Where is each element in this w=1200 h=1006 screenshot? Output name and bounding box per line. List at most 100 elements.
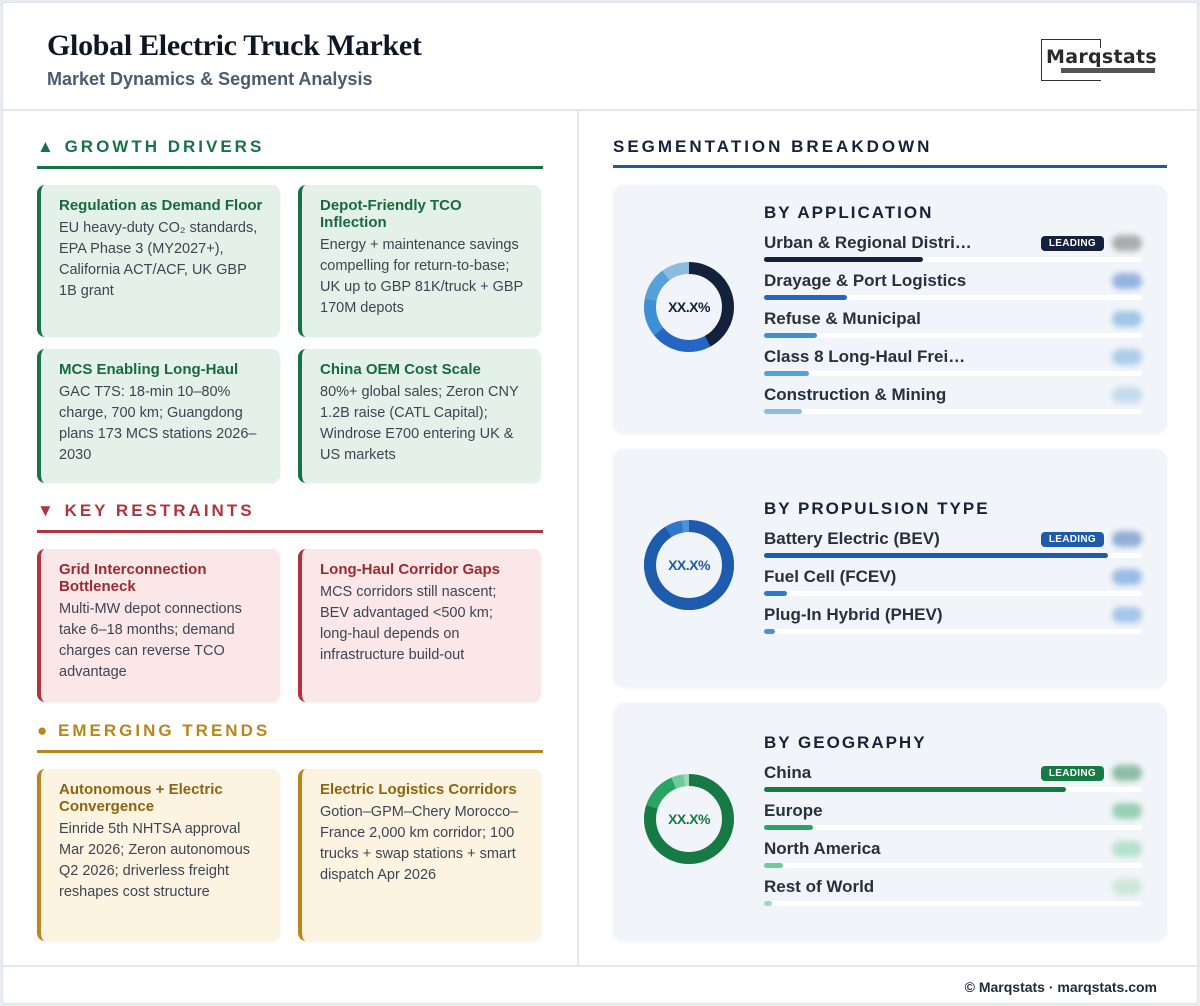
bar-track [764,409,1142,414]
card-body: Einride 5th NHTSA approval Mar 2026; Zer… [59,821,251,900]
segment-row: Europe [764,801,1142,839]
card-title: China OEM Cost Scale [320,361,481,378]
panel-title: BY PROPULSION TYPE [764,499,990,518]
segment-row: Class 8 Long-Haul Frei… [764,347,1142,385]
card-body: Energy + maintenance savings compelling … [320,237,523,316]
donut-center-value: XX.X% [668,557,710,573]
segment-row: Plug-In Hybrid (PHEV) [764,605,1142,643]
segment-label: Urban & Regional Distri… [764,233,972,252]
triangle-up-icon: ▲ [37,137,57,156]
driver-card: Depot-Friendly TCO Inflection Energy + m… [298,185,541,337]
panel-by-geography: XX.X% BY GEOGRAPHY China LEADING Europe … [613,703,1167,941]
leading-badge: LEADING [1040,532,1104,547]
bar-fill [764,371,810,376]
bar-track [764,863,1142,868]
emerging-trends-header: ● EMERGING TRENDS [37,695,543,753]
card-title: Long-Haul Corridor Gaps [320,561,500,578]
segment-row: Battery Electric (BEV) LEADING [764,529,1142,567]
circle-bullet-icon: ● [37,721,51,740]
restraint-card: Grid Interconnection Bottleneck Multi-MW… [37,549,280,702]
segment-label: North America [764,839,881,858]
section-rule [613,165,1167,168]
section-rule [37,750,543,753]
card-title: MCS Enabling Long-Haul [59,361,239,378]
redacted-value [1112,387,1142,403]
panel-title: BY GEOGRAPHY [764,733,927,752]
redacted-value [1112,311,1142,327]
bar-fill [764,295,848,300]
bar-track [764,591,1142,596]
segment-label: Plug-In Hybrid (PHEV) [764,605,943,624]
segment-row: Drayage & Port Logistics [764,271,1142,309]
segment-row: Rest of World [764,877,1142,915]
bar-fill [764,409,802,414]
geography-donut-chart: XX.X% [643,773,735,865]
segment-label: Fuel Cell (FCEV) [764,567,897,586]
segment-row: Urban & Regional Distri… LEADING [764,233,1142,271]
application-donut-chart: XX.X% [643,261,735,353]
section-rule [37,166,543,169]
bar-track [764,553,1142,558]
bar-track [764,787,1142,792]
marqstats-logo: Marqstats [1041,39,1159,83]
redacted-value [1112,235,1142,251]
segment-label: Drayage & Port Logistics [764,271,967,290]
card-body: EU heavy-duty CO₂ standards, EPA Phase 3… [59,220,258,299]
leading-badge: LEADING [1040,766,1104,781]
bar-track [764,333,1142,338]
segment-row: Refuse & Municipal [764,309,1142,347]
segment-row: Fuel Cell (FCEV) [764,567,1142,605]
growth-drivers-cards: Regulation as Demand Floor EU heavy-duty… [37,185,543,483]
bar-fill [764,863,783,868]
growth-drivers-title: GROWTH DRIVERS [64,137,265,156]
card-body: MCS corridors still nascent; BEV advanta… [320,584,497,663]
donut-center-value: XX.X% [668,299,710,315]
panel-by-propulsion: XX.X% BY PROPULSION TYPE Battery Electri… [613,449,1167,687]
emerging-trends-cards: Autonomous + Electric Convergence Einrid… [37,769,543,941]
growth-drivers-header: ▲ GROWTH DRIVERS [37,111,543,169]
bar-fill [764,591,787,596]
panel-title: BY APPLICATION [764,203,934,222]
emerging-trends-title: EMERGING TRENDS [58,721,271,740]
bar-fill [764,825,814,830]
card-title: Grid Interconnection Bottleneck [59,561,207,595]
bar-fill [764,901,772,906]
bar-fill [764,333,817,338]
key-restraints-cards: Grid Interconnection Bottleneck Multi-MW… [37,549,543,702]
redacted-value [1112,803,1142,819]
segment-label: China [764,763,812,782]
logo-tagline-bar [1061,68,1155,73]
bar-track [764,295,1142,300]
segment-row: North America [764,839,1142,877]
segment-row: China LEADING [764,763,1142,801]
bar-track [764,257,1142,262]
card-title: Regulation as Demand Floor [59,197,263,214]
trend-card: Autonomous + Electric Convergence Einrid… [37,769,280,941]
bar-fill [764,257,923,262]
restraint-card: Long-Haul Corridor Gaps MCS corridors st… [298,549,541,702]
redacted-value [1112,607,1142,623]
card-title: Depot-Friendly TCO Inflection [320,197,462,231]
logo-text: Marqstats [1046,46,1158,68]
page-subtitle: Market Dynamics & Segment Analysis [47,69,373,89]
card-title: Electric Logistics Corridors [320,781,517,798]
column-divider [577,111,579,965]
driver-card: Regulation as Demand Floor EU heavy-duty… [37,185,280,337]
redacted-value [1112,531,1142,547]
segment-label: Europe [764,801,823,820]
segment-label: Refuse & Municipal [764,309,921,328]
panel-by-application: XX.X% BY APPLICATION Urban & Regional Di… [613,185,1167,433]
header: Global Electric Truck Market Market Dyna… [3,3,1199,111]
bar-fill [764,553,1108,558]
donut-center-value: XX.X% [668,811,710,827]
section-rule [37,530,543,533]
segment-label: Construction & Mining [764,385,947,404]
redacted-value [1112,273,1142,289]
card-title: Autonomous + Electric Convergence [59,781,223,815]
card-body: Gotion–GPM–Chery Morocco–France 2,000 km… [320,804,519,883]
footer: © Marqstats · marqstats.com [3,965,1199,1005]
triangle-down-icon: ▼ [37,501,57,520]
segment-label: Class 8 Long-Haul Frei… [764,347,966,366]
leading-badge: LEADING [1040,236,1104,251]
driver-card: MCS Enabling Long-Haul GAC T7S: 18-min 1… [37,349,280,483]
